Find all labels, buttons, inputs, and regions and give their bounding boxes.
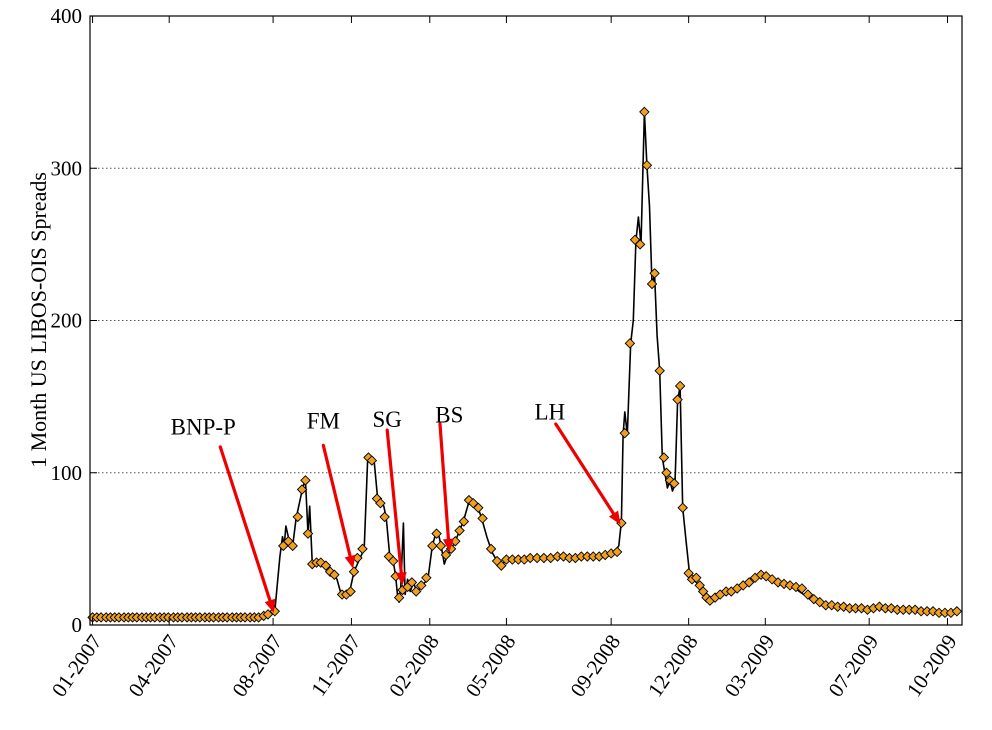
data-point xyxy=(357,543,368,555)
data-point xyxy=(668,478,680,489)
data-point xyxy=(743,577,755,588)
data-point xyxy=(292,511,304,523)
data-point xyxy=(302,528,314,539)
data-point xyxy=(375,497,386,509)
data-point xyxy=(802,589,814,600)
annotation-arrow xyxy=(385,428,403,575)
data-point xyxy=(525,552,536,564)
data-point xyxy=(410,586,422,597)
data-point xyxy=(324,566,336,577)
annotation-label: SG xyxy=(372,407,401,432)
data-point xyxy=(951,606,963,617)
y-axis-ticks: 0 100 200 300 400 xyxy=(51,4,962,637)
data-point xyxy=(393,592,405,603)
data-point xyxy=(366,455,378,466)
data-point xyxy=(661,467,672,478)
data-point xyxy=(646,278,658,290)
data-point xyxy=(440,549,452,561)
annotations: BNP-P FM SG BS LH xyxy=(171,399,621,613)
data-point xyxy=(808,593,820,605)
data-point xyxy=(611,546,623,558)
data-point xyxy=(619,427,631,439)
data-point xyxy=(329,569,340,580)
annotation-arrowhead xyxy=(442,538,454,552)
data-point xyxy=(838,601,849,612)
data-point xyxy=(345,586,356,597)
data-point xyxy=(496,560,507,571)
annotation-arrowhead xyxy=(608,510,621,525)
annotation-label: LH xyxy=(535,399,566,424)
data-point xyxy=(454,525,465,536)
y-tick-label: 300 xyxy=(51,156,83,180)
data-point xyxy=(427,540,438,552)
data-point xyxy=(796,583,808,594)
data-point xyxy=(624,338,636,349)
data-point xyxy=(485,543,497,555)
data-point xyxy=(766,574,778,585)
data-point xyxy=(458,516,470,527)
data-point xyxy=(473,502,484,514)
data-point xyxy=(672,394,683,405)
annotation-arrow xyxy=(554,422,616,516)
data-point xyxy=(406,577,418,588)
annotation-arrow xyxy=(438,422,451,541)
data-point xyxy=(558,551,569,562)
data-point xyxy=(856,603,867,614)
y-axis-label: 1 Month US LIBOS-OIS Spreads xyxy=(26,172,51,468)
data-point xyxy=(300,475,311,486)
data-point xyxy=(262,609,274,620)
data-point xyxy=(287,540,298,552)
data-point xyxy=(531,552,543,564)
annotation-arrow xyxy=(321,443,352,558)
annotation-label: BNP-P xyxy=(171,415,236,440)
data-point xyxy=(760,571,772,582)
data-point xyxy=(658,452,670,463)
data-point xyxy=(641,159,653,171)
data-point xyxy=(927,606,939,617)
annotation-arrowhead xyxy=(344,554,356,569)
data-point xyxy=(639,106,650,118)
data-point xyxy=(387,555,399,567)
data-point xyxy=(677,502,688,514)
data-point xyxy=(538,552,550,564)
data-point xyxy=(654,365,665,376)
y-tick-label: 400 xyxy=(51,4,83,28)
data-point xyxy=(691,572,702,584)
annotation-arrowhead xyxy=(264,598,276,613)
y-tick-label: 100 xyxy=(51,461,83,485)
data-point xyxy=(416,580,427,591)
data-point xyxy=(649,268,660,279)
data-point xyxy=(348,566,360,577)
data-point xyxy=(379,511,390,523)
gridlines xyxy=(90,167,962,474)
y-tick-label: 0 xyxy=(72,613,83,637)
y-tick-label: 200 xyxy=(51,309,83,333)
data-point xyxy=(296,484,308,495)
data-point xyxy=(477,513,488,524)
marker-layer xyxy=(87,106,963,623)
data-point xyxy=(421,572,432,584)
annotation-arrow xyxy=(218,445,272,603)
data-point xyxy=(320,560,332,571)
data-point xyxy=(674,380,686,392)
data-point xyxy=(431,528,442,539)
data-point xyxy=(634,239,646,250)
data-point xyxy=(435,540,447,552)
annotation-label: FM xyxy=(307,409,340,434)
annotation-arrowhead xyxy=(395,571,407,586)
data-point xyxy=(814,596,826,608)
